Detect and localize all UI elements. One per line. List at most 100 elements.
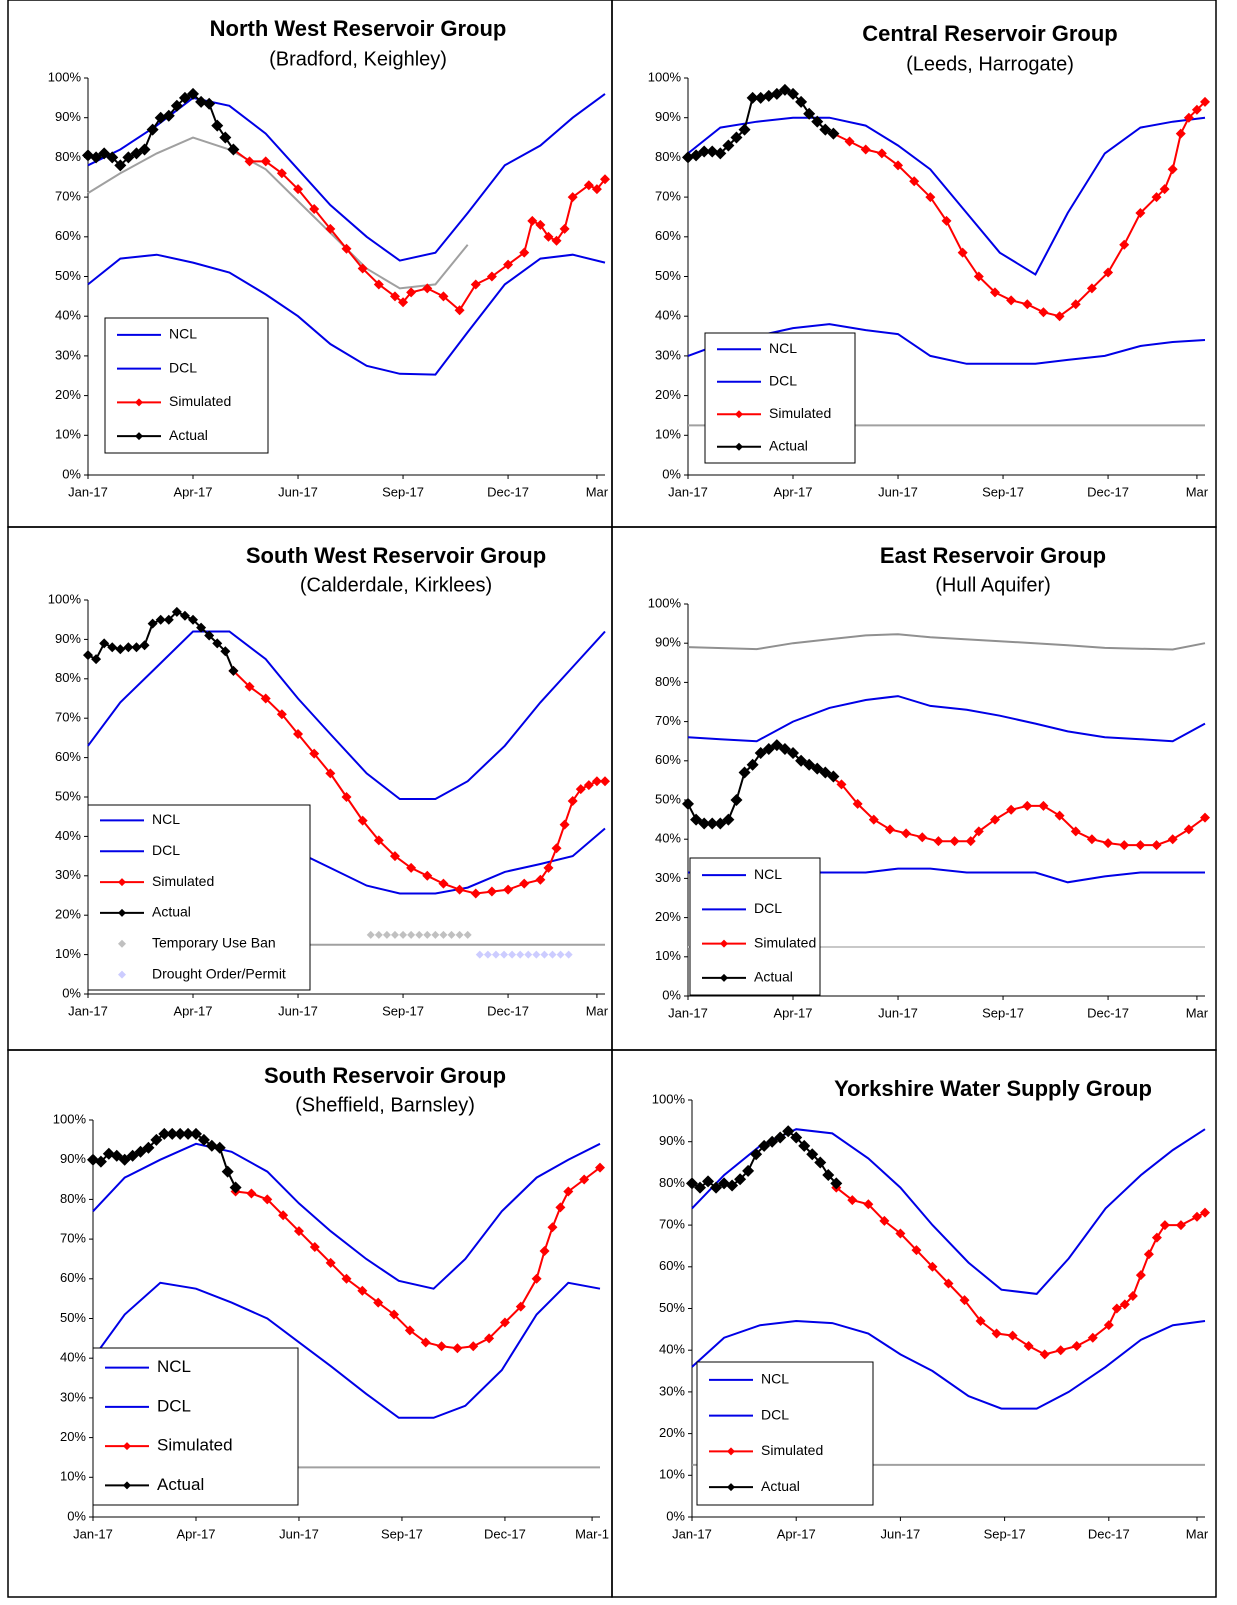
legend-label: NCL [157,1357,191,1376]
data-point [484,1333,495,1344]
data-point [1039,1349,1050,1360]
data-point [567,192,578,203]
legend-marker [735,442,743,451]
panel-border [7,0,613,528]
legend-label: DCL [157,1396,191,1415]
legend-label: Actual [761,1478,800,1494]
data-point [1127,1290,1138,1301]
data-point [229,1181,242,1194]
y-tick-label: 100% [53,1111,87,1126]
data-point [374,930,383,939]
series-line [87,253,606,376]
data-point [106,151,119,164]
data-point [722,139,735,152]
series-line [687,116,1206,276]
data-point [244,156,255,167]
data-point [91,654,102,665]
data-point [989,287,1000,298]
y-tick-label: 80% [55,670,81,685]
data-point [499,1317,510,1328]
data-point [847,1195,858,1206]
data-point [475,950,484,959]
data-point [114,159,127,172]
data-point [543,231,554,242]
data-point [548,950,557,959]
data-point [710,1181,723,1194]
data-point [325,1257,336,1268]
y-tick-label: 50% [655,791,681,806]
data-point [178,91,191,104]
series-line [235,1166,601,1350]
data-point [278,1210,289,1221]
data-point [803,107,816,120]
data-point [1119,840,1130,851]
data-point [357,815,368,826]
data-point [933,836,944,847]
data-point [390,930,399,939]
data-point [470,888,481,899]
data-point [516,950,525,959]
data-point [535,219,546,230]
data-point [486,271,497,282]
data-point [730,794,743,806]
data-point [357,1285,368,1296]
data-point [1200,96,1210,107]
data-point [1054,311,1065,322]
x-tick-label: Mar [1186,484,1209,499]
data-point [187,87,200,100]
data-point [219,131,232,144]
chart-title: East Reservoir Group [880,543,1106,568]
data-point [730,131,743,144]
y-tick-label: 70% [55,189,81,204]
data-point [366,930,375,939]
data-point [341,1273,352,1284]
data-point [738,766,751,779]
data-point [503,259,514,270]
series-line [92,1281,601,1419]
x-tick-label: Mar [1186,1005,1209,1020]
data-point [123,642,134,653]
y-tick-label: 40% [659,1342,685,1357]
chart-subtitle: (Leeds, Harrogate) [906,53,1074,75]
data-point [158,1127,171,1140]
data-point [415,930,424,939]
chart-subtitle: (Bradford, Keighley) [269,48,447,70]
data-point [454,305,465,316]
y-tick-label: 10% [659,1467,685,1482]
data-point [398,297,409,308]
data-point [139,640,150,651]
legend-label: DCL [769,372,797,388]
data-point [591,776,602,787]
y-tick-label: 70% [55,710,81,725]
x-tick-label: Mar [586,484,609,499]
series-line [232,670,605,895]
data-point [276,168,287,179]
data-point [188,614,199,625]
data-point [491,950,500,959]
x-tick-label: Apr-17 [174,484,213,499]
data-point [420,1337,431,1348]
data-point [822,1169,835,1182]
data-point [260,156,271,167]
y-tick-label: 60% [659,1258,685,1273]
y-tick-label: 30% [55,347,81,362]
data-point [559,223,570,234]
data-point [1006,804,1017,815]
legend-label: NCL [769,340,797,356]
x-tick-label: Mar [586,1003,609,1018]
data-point [170,99,183,112]
legend-label: Simulated [769,405,831,421]
data-point [830,1177,843,1190]
data-point [154,111,167,124]
legend-label: Actual [157,1475,204,1494]
data-point [389,851,400,862]
data-point [583,180,594,191]
data-point [399,930,408,939]
data-point [455,930,464,939]
data-point [1119,239,1130,250]
y-tick-label: 60% [60,1270,86,1285]
legend-marker [720,973,728,982]
legend-label: DCL [152,842,180,858]
data-point [146,123,159,136]
